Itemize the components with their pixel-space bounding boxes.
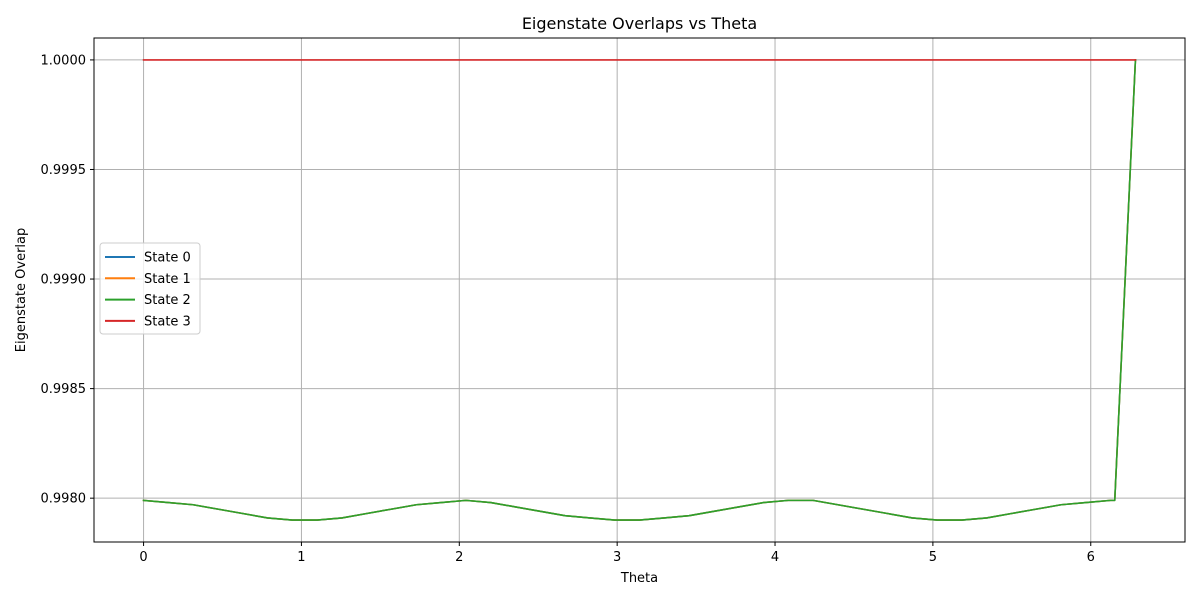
y-tick-label: 1.0000 — [41, 53, 87, 68]
series-layer — [142, 59, 1137, 521]
x-tick-label: 6 — [1087, 550, 1095, 565]
legend-label: State 2 — [144, 293, 191, 308]
x-tick-label: 4 — [771, 550, 779, 565]
y-axis-label: Eigenstate Overlap — [14, 228, 29, 352]
legend-label: State 1 — [144, 272, 191, 287]
legend-label: State 0 — [144, 251, 191, 266]
plot-frame — [93, 37, 1186, 543]
legend-label: State 3 — [144, 314, 191, 329]
y-tick-label: 0.9985 — [41, 382, 87, 397]
legend-box — [99, 242, 201, 335]
grid — [94, 38, 1185, 542]
series-line-state-2 — [142, 59, 1137, 521]
x-tick-label: 5 — [929, 550, 937, 565]
x-axis-label: Theta — [620, 571, 658, 586]
x-tick-label: 3 — [613, 550, 621, 565]
x-tick-label: 2 — [455, 550, 463, 565]
x-tick-label: 1 — [297, 550, 305, 565]
x-tick-label: 0 — [139, 550, 147, 565]
y-tick-label: 0.9980 — [41, 492, 87, 507]
y-tick-label: 0.9990 — [41, 273, 87, 288]
x-axis: 0 1 2 3 4 5 6 — [139, 542, 1095, 565]
y-axis: 0.9980 0.9985 0.9990 0.9995 1.0000 — [41, 53, 94, 507]
y-tick-label: 0.9995 — [41, 163, 87, 178]
legend: State 0 State 1 State 2 State 3 — [99, 242, 201, 335]
chart-title: Eigenstate Overlaps vs Theta — [522, 14, 757, 33]
